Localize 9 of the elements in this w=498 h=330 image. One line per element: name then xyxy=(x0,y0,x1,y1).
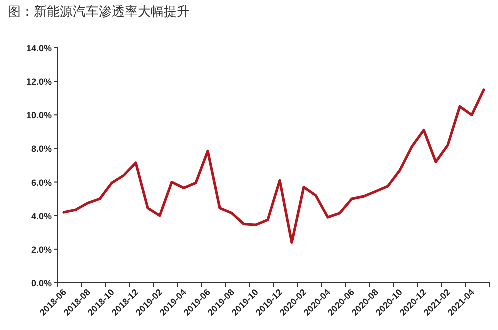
y-tick-label: 14.0% xyxy=(26,44,52,54)
y-tick-label: 0.0% xyxy=(31,278,52,288)
y-tick-label: 8.0% xyxy=(31,144,52,154)
y-tick-label: 10.0% xyxy=(26,110,52,121)
y-tick-label: 4.0% xyxy=(31,211,52,222)
y-tick-label: 6.0% xyxy=(31,178,52,188)
y-tick-label: 12.0% xyxy=(26,77,52,88)
title: 图：新能源汽车渗透率大幅提升 xyxy=(8,4,190,19)
y-tick-label: 2.0% xyxy=(31,244,52,255)
